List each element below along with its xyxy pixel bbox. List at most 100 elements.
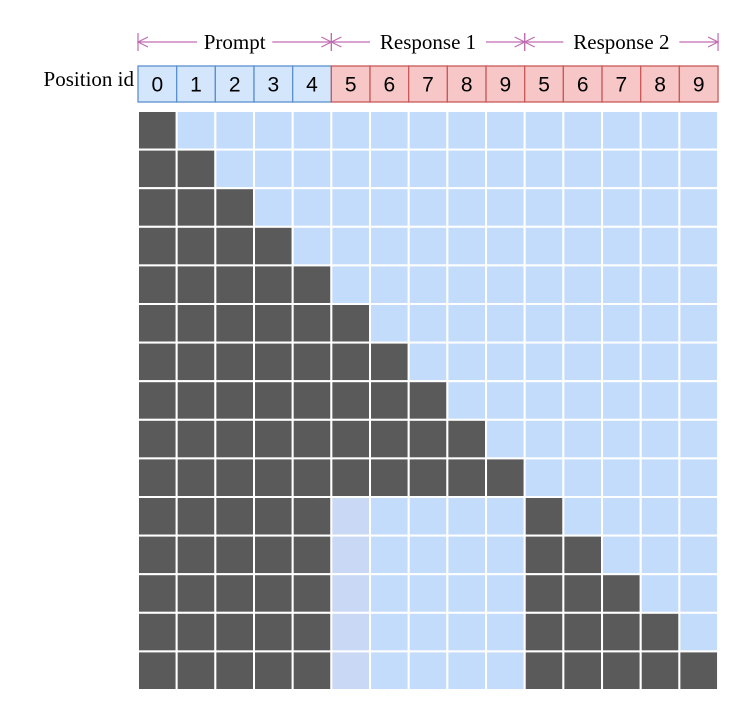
mask-cell-attended: [291, 380, 333, 421]
position-id-box: [253, 65, 294, 103]
position-id-value: 5: [345, 74, 357, 97]
mask-cell-blocked: [485, 225, 526, 267]
mask-cell-blocked: [639, 225, 681, 267]
mask-cell-attended: [137, 611, 178, 653]
left-arrowhead: [523, 36, 535, 48]
position-id-value: 5: [538, 74, 550, 97]
position-id-box: [678, 65, 719, 103]
mask-cell-blocked: [523, 303, 565, 344]
mask-cell-blocked: [523, 380, 565, 421]
mask-cell-blocked: [407, 225, 449, 267]
mask-cell-attended: [562, 611, 604, 653]
mask-cell-blocked: [639, 380, 681, 421]
position-id-box: [485, 65, 526, 103]
mask-cell-attended: [175, 496, 217, 537]
left-arrowhead: [136, 36, 149, 48]
mask-cell-attended: [291, 457, 333, 498]
mask-cell-blocked: [523, 457, 565, 498]
position-id-value: 8: [461, 74, 473, 97]
position-id-cell: 9: [485, 65, 526, 103]
position-id-cell: 5: [330, 65, 371, 103]
position-id-value: 9: [500, 74, 512, 97]
position-id-cell: 8: [446, 65, 487, 103]
mask-cell-attended: [407, 418, 449, 460]
mask-cell-attended: [253, 225, 294, 267]
position-id-value: 3: [268, 74, 280, 97]
position-id-cell: 5: [524, 65, 565, 103]
mask-cell-blocked: [253, 110, 294, 151]
mask-cell-attended: [175, 380, 217, 421]
mask-cell-blocked: [407, 341, 449, 383]
mask-cell-blocked: [601, 303, 642, 344]
right-arrowhead: [707, 36, 720, 48]
segment-brackets: Prompt Response 1 Response 2: [136, 30, 720, 54]
mask-cell-blocked: [446, 187, 488, 228]
mask-cell-blocked: [601, 264, 642, 305]
mask-cell-attended: [523, 534, 565, 576]
mask-cell-attended: [291, 573, 333, 614]
position-id-cell: 9: [678, 65, 719, 103]
mask-cell-blocked: [639, 303, 681, 344]
position-id-value: 7: [616, 74, 628, 97]
mask-cell-blocked: [369, 534, 410, 576]
position-id-value: 6: [384, 74, 396, 97]
mask-cell-blocked: [330, 148, 372, 190]
mask-cell-attended: [137, 650, 178, 692]
mask-cell-attended: [175, 341, 217, 383]
mask-cell-blocked: [562, 380, 604, 421]
mask-cell-blocked: [369, 303, 410, 344]
mask-cell-attended: [639, 611, 681, 653]
mask-cell-blocked: [639, 187, 681, 228]
mask-cell-attended: [214, 534, 256, 576]
mask-cell-blocked: [485, 573, 526, 614]
mask-cell-blocked: [678, 341, 720, 383]
mask-cell-attended: [175, 225, 217, 267]
mask-cell-blocked: [485, 496, 526, 537]
segment-label: Response 2: [573, 30, 669, 54]
mask-cell-blocked: [639, 457, 681, 498]
mask-cell-blocked: [446, 380, 488, 421]
mask-cell-attended: [291, 418, 333, 460]
mask-cell-attended: [369, 380, 410, 421]
mask-cell-blocked: [330, 573, 372, 614]
mask-cell-blocked: [485, 264, 526, 305]
mask-cell-attended: [214, 418, 256, 460]
mask-cell-blocked: [639, 264, 681, 305]
mask-cell-attended: [214, 573, 256, 614]
mask-cell-blocked: [678, 534, 720, 576]
mask-cell-attended: [291, 650, 333, 692]
mask-cell-blocked: [678, 110, 720, 151]
mask-cell-blocked: [485, 110, 526, 151]
mask-cell-blocked: [601, 534, 642, 576]
mask-cell-blocked: [446, 341, 488, 383]
mask-cell-blocked: [523, 187, 565, 228]
mask-cell-blocked: [330, 187, 372, 228]
mask-cell-blocked: [446, 110, 488, 151]
mask-cell-attended: [330, 418, 372, 460]
mask-cell-blocked: [678, 611, 720, 653]
mask-cell-blocked: [523, 225, 565, 267]
mask-cell-blocked: [330, 496, 372, 537]
mask-cell-blocked: [485, 341, 526, 383]
position-id-value: 9: [693, 74, 705, 97]
mask-cell-blocked: [330, 611, 372, 653]
mask-cell-blocked: [253, 187, 294, 228]
position-id-value: 1: [190, 74, 202, 97]
mask-cell-blocked: [407, 110, 449, 151]
mask-cell-attended: [485, 457, 526, 498]
mask-cell-blocked: [330, 225, 372, 267]
mask-cell-attended: [369, 418, 410, 460]
mask-cell-attended: [214, 650, 256, 692]
position-id-box: [562, 65, 603, 103]
mask-cell-blocked: [523, 418, 565, 460]
mask-cell-blocked: [523, 264, 565, 305]
mask-cell-blocked: [485, 187, 526, 228]
mask-cell-blocked: [562, 341, 604, 383]
mask-cell-attended: [330, 303, 372, 344]
mask-cell-blocked: [639, 573, 681, 614]
mask-cell-blocked: [407, 303, 449, 344]
mask-cell-blocked: [678, 264, 720, 305]
mask-cell-blocked: [253, 148, 294, 190]
mask-cell-blocked: [369, 650, 410, 692]
mask-cell-blocked: [639, 496, 681, 537]
